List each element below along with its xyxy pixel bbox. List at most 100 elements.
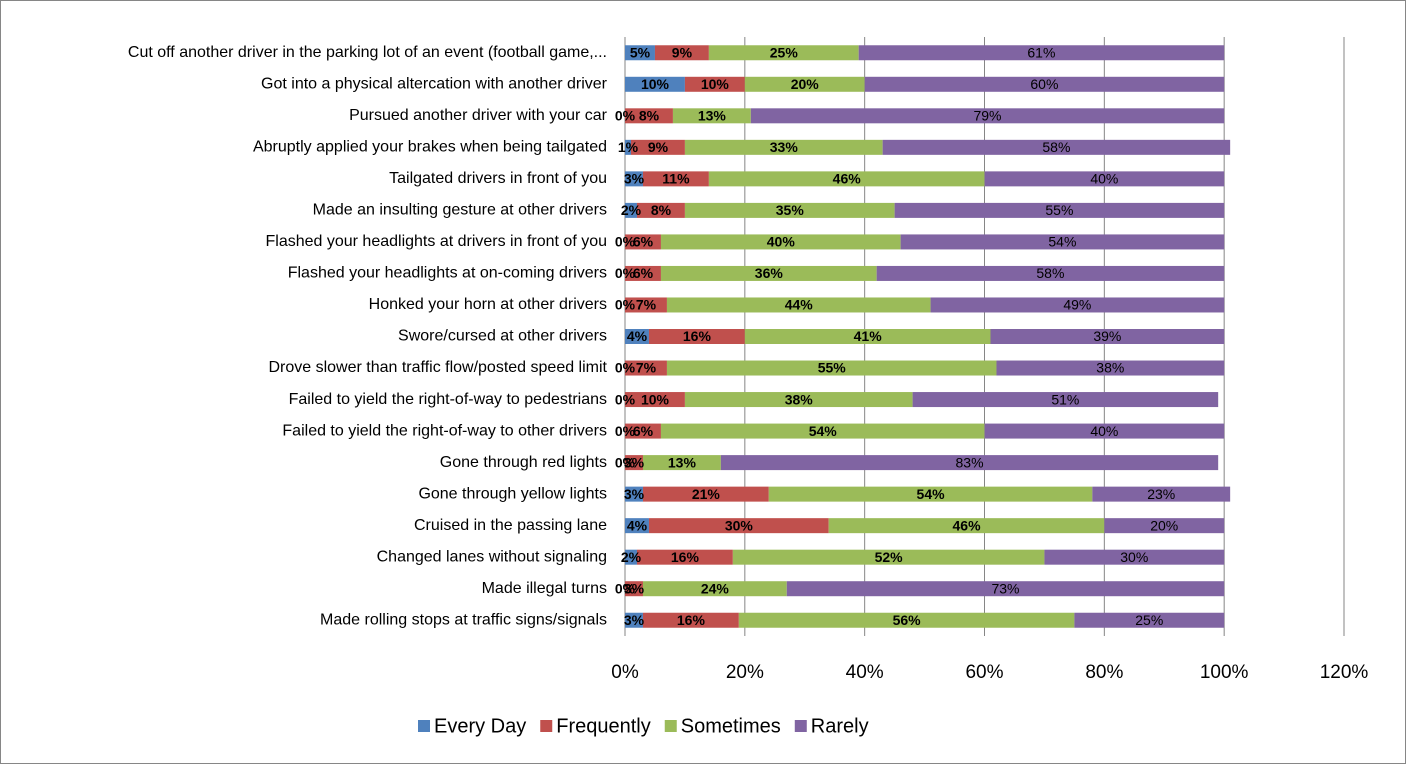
bar-segment	[636, 549, 733, 565]
bar-segment	[786, 581, 1225, 597]
bar-segment	[642, 581, 787, 597]
bar-segment	[732, 549, 1045, 565]
legend-label: Every Day	[434, 715, 526, 737]
bar-segment	[642, 612, 739, 628]
bar-segment	[666, 360, 997, 376]
value-label: 61%	[1027, 44, 1055, 60]
value-label: 9%	[648, 139, 669, 155]
value-label: 21%	[692, 486, 721, 502]
value-label: 10%	[641, 76, 670, 92]
bar-segment	[684, 139, 883, 155]
value-label: 41%	[854, 328, 883, 344]
legend-swatch	[418, 720, 430, 732]
x-tick-label: 20%	[726, 662, 764, 683]
bar-segment	[625, 265, 661, 281]
value-label: 54%	[917, 486, 946, 502]
value-label: 16%	[671, 549, 700, 565]
bar-segment	[660, 265, 877, 281]
category-label: Made illegal turns	[482, 580, 607, 597]
value-label: 46%	[953, 517, 982, 533]
value-label: 0%	[615, 454, 636, 470]
bar-segment	[864, 76, 1225, 92]
value-label: 30%	[1120, 549, 1148, 565]
value-label: 39%	[1093, 328, 1121, 344]
value-label: 6%	[633, 265, 654, 281]
value-label: 4%	[627, 328, 648, 344]
bar-segment	[642, 486, 769, 502]
value-label: 8%	[651, 202, 672, 218]
value-label: 54%	[809, 423, 838, 439]
value-label: 0%	[615, 423, 636, 439]
category-label: Flashed your headlights at on-coming dri…	[288, 265, 607, 282]
bar-segment	[625, 518, 649, 534]
value-label: 6%	[633, 423, 654, 439]
bar-segment	[720, 455, 1219, 471]
bar-segment	[882, 139, 1231, 155]
value-label: 40%	[1090, 171, 1118, 187]
legend-swatch	[664, 720, 677, 732]
value-label: 0%	[615, 108, 636, 124]
value-label: 10%	[701, 76, 730, 92]
bar-segment	[642, 455, 721, 471]
bar-segment	[984, 171, 1225, 187]
legend-swatch	[794, 720, 807, 732]
bar-segment	[642, 171, 709, 187]
bar-segment	[738, 612, 1075, 628]
value-label: 58%	[1042, 139, 1070, 155]
value-label: 38%	[1096, 360, 1124, 376]
bar-segment	[1104, 518, 1225, 534]
value-label: 11%	[662, 171, 690, 187]
bar-segment	[648, 329, 745, 344]
value-label: 0%	[615, 391, 636, 407]
value-label: 52%	[875, 549, 904, 565]
value-label: 24%	[701, 580, 730, 596]
category-label: Failed to yield the right-of-way to pede…	[289, 391, 607, 408]
x-tick-label: 120%	[1320, 662, 1369, 683]
value-label: 3%	[624, 171, 645, 187]
bar-segment	[744, 329, 991, 344]
value-label: 35%	[776, 202, 805, 218]
value-label: 33%	[770, 139, 799, 155]
bar-segment	[636, 202, 685, 218]
bar-segment	[648, 518, 829, 534]
value-label: 51%	[1051, 391, 1079, 407]
category-label: Cut off another driver in the parking lo…	[128, 44, 607, 61]
category-label: Got into a physical altercation with ano…	[261, 76, 608, 93]
bar-segment	[625, 234, 661, 250]
legend-label: Sometimes	[681, 715, 781, 737]
value-label: 1%	[618, 139, 639, 155]
bar-segment	[912, 392, 1219, 408]
value-label: 25%	[1135, 612, 1163, 628]
legend-swatch	[540, 720, 553, 732]
value-label: 3%	[624, 454, 645, 470]
value-label: 40%	[1090, 423, 1118, 439]
bar-segment	[708, 171, 985, 187]
value-label: 13%	[698, 108, 727, 124]
value-label: 0%	[615, 360, 636, 376]
x-tick-label: 80%	[1085, 662, 1123, 683]
bar-segment	[625, 297, 667, 313]
bar-segment	[625, 612, 643, 628]
category-label: Cruised in the passing lane	[414, 517, 607, 534]
value-label: 20%	[1150, 517, 1178, 533]
bar-segment	[625, 139, 631, 155]
value-label: 9%	[672, 44, 693, 60]
bar-segment	[625, 76, 685, 92]
value-label: 0%	[615, 297, 636, 313]
bar-segment	[625, 581, 643, 597]
bar-segment	[708, 45, 859, 61]
x-tick-label: 60%	[965, 662, 1003, 683]
value-label: 23%	[1147, 486, 1175, 502]
value-label: 73%	[991, 580, 1019, 596]
category-label: Gone through yellow lights	[418, 485, 607, 502]
value-label: 7%	[636, 360, 657, 376]
value-label: 7%	[636, 297, 657, 313]
value-label: 36%	[755, 265, 784, 281]
bar-segment	[625, 455, 643, 471]
value-label: 54%	[1048, 234, 1076, 250]
category-label: Drove slower than traffic flow/posted sp…	[268, 359, 607, 376]
value-label: 46%	[833, 171, 862, 187]
value-label: 30%	[725, 517, 754, 533]
bar-segment	[625, 549, 637, 565]
